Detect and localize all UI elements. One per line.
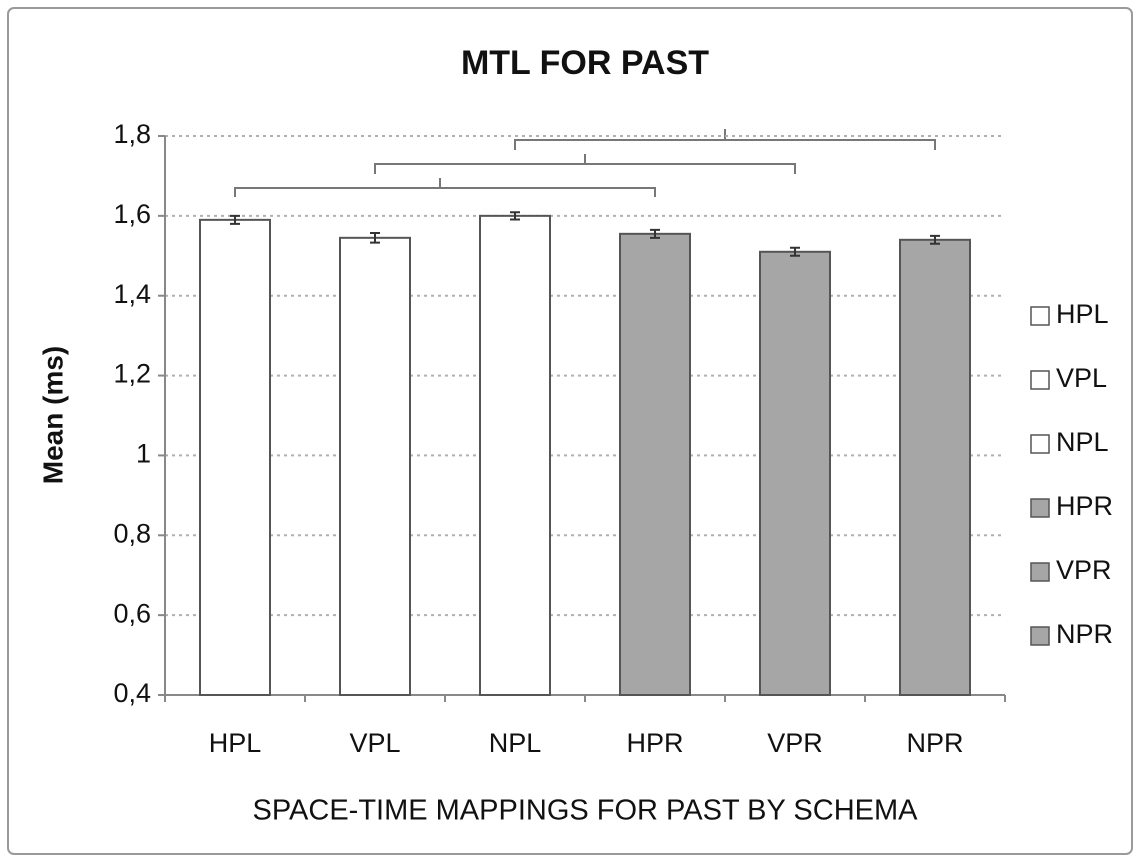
x-tick-label: HPR xyxy=(626,728,683,758)
legend-swatch xyxy=(1030,306,1050,326)
x-tick-label: VPL xyxy=(349,728,400,758)
bar xyxy=(479,214,551,696)
legend-swatch xyxy=(1030,562,1050,582)
chart-frame xyxy=(7,7,1133,855)
bar xyxy=(899,238,971,696)
legend-swatch xyxy=(1030,626,1050,646)
legend-label: HPL xyxy=(1056,299,1109,329)
y-tick-label: 1,8 xyxy=(113,119,151,149)
bracket xyxy=(374,154,796,174)
error-bar xyxy=(510,211,520,221)
x-tick-label: NPR xyxy=(906,728,963,758)
bracket xyxy=(234,178,656,197)
bar xyxy=(759,250,831,697)
error-bar xyxy=(230,214,240,225)
y-tick-label: 0,6 xyxy=(113,598,151,628)
legend-label: VPR xyxy=(1056,555,1112,585)
x-axis-label: SPACE-TIME MAPPINGS FOR PAST BY SCHEMA xyxy=(253,795,919,827)
bracket xyxy=(514,129,936,150)
legend-label: VPL xyxy=(1056,363,1107,393)
bar xyxy=(619,232,691,696)
x-tick-label: HPL xyxy=(209,728,262,758)
legend-label: NPR xyxy=(1056,619,1113,649)
chart-title: MTL FOR PAST xyxy=(461,44,709,82)
bar xyxy=(339,236,411,696)
legend-label: HPR xyxy=(1056,491,1113,521)
error-bar xyxy=(370,232,380,244)
legend-label: NPL xyxy=(1056,427,1109,457)
error-bar xyxy=(650,228,660,239)
y-tick-label: 1 xyxy=(136,439,151,469)
y-tick-label: 0,8 xyxy=(113,518,151,548)
legend-swatch xyxy=(1030,434,1050,454)
y-tick-label: 1,4 xyxy=(113,279,151,309)
y-axis-label: Mean (ms) xyxy=(37,346,68,484)
significance-brackets xyxy=(234,129,936,197)
y-tick-label: 1,2 xyxy=(113,359,151,389)
error-bar xyxy=(790,246,800,257)
legend-swatch xyxy=(1030,370,1050,390)
legend-swatch xyxy=(1030,498,1050,518)
y-tick-label: 1,6 xyxy=(113,199,151,229)
bar xyxy=(199,218,271,696)
y-tick-label: 0,4 xyxy=(113,678,151,708)
error-bar xyxy=(930,234,940,245)
x-tick-label: VPR xyxy=(767,728,823,758)
x-tick-label: NPL xyxy=(489,728,542,758)
